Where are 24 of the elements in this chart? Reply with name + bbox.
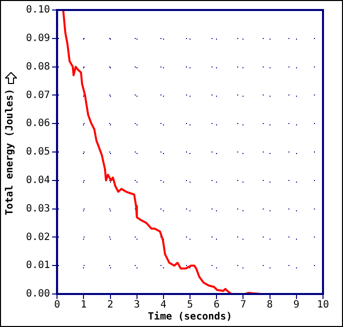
x-tick-label: 2 (107, 300, 114, 311)
y-tick-label: 0.04 (26, 174, 50, 186)
x-tick-label: 6 (214, 300, 220, 311)
x-tick-label: 5 (187, 300, 194, 311)
x-tick-label: 1 (80, 300, 87, 311)
y-tick-label: 0.01 (26, 260, 50, 272)
y-tick-label: 0.10 (26, 4, 50, 16)
x-tick-label: 8 (266, 300, 273, 311)
x-tick-label: 7 (240, 300, 246, 311)
y-tick-label: 0.00 (26, 288, 50, 300)
y-axis-title: Total energy (Joules) (4, 88, 16, 216)
y-tick-label: 0.03 (26, 203, 50, 214)
y-tick-label: 0.09 (26, 32, 50, 44)
x-tick-label: 3 (134, 300, 140, 311)
x-tick-label: 10 (316, 300, 330, 311)
y-tick-label: 0.06 (26, 118, 50, 130)
y-tick-label: 0.02 (26, 232, 50, 243)
x-tick-label: 9 (293, 300, 300, 311)
y-tick-label: 0.05 (26, 146, 50, 158)
x-tick-label: 0 (54, 300, 60, 311)
y-tick-label: 0.08 (26, 61, 50, 72)
x-tick-label: 4 (160, 300, 166, 311)
x-axis-title: Time (seconds) (148, 310, 232, 323)
y-tick-label: 0.07 (26, 90, 50, 101)
